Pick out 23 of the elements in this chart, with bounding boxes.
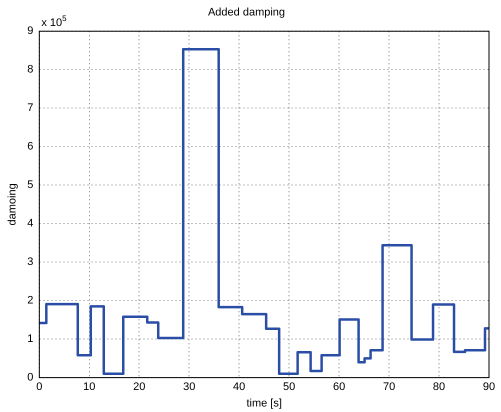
y-axis-title: damoing xyxy=(6,183,19,226)
chart-title: Added damping xyxy=(208,6,286,19)
x-tick-label: 40 xyxy=(233,381,246,394)
y-tick-label: 1 xyxy=(27,333,34,346)
y-tick-label: 5 xyxy=(27,179,34,192)
x-tick-label: 30 xyxy=(183,381,196,394)
x-tick-label: 90 xyxy=(482,381,496,394)
x-tick-label: 80 xyxy=(432,381,446,394)
y-tick-label: 2 xyxy=(27,294,34,307)
y-tick-label: 3 xyxy=(27,256,34,268)
x-tick-label: 20 xyxy=(133,381,146,394)
x-tick-label: 10 xyxy=(83,381,96,394)
x-tick-label: 60 xyxy=(332,381,346,394)
x-axis-title: time [s] xyxy=(246,397,282,410)
y-tick-label: 8 xyxy=(27,64,34,76)
x-tick-label: 70 xyxy=(382,381,396,394)
y-tick-label: 7 xyxy=(27,102,34,114)
y-tick-label: 6 xyxy=(27,140,34,153)
y-tick-label: 0 xyxy=(27,372,34,384)
x-tick-label: 0 xyxy=(36,381,42,394)
y-tick-label: 4 xyxy=(27,218,34,230)
x-tick-label: 50 xyxy=(283,381,296,394)
y-tick-label: 9 xyxy=(27,25,34,38)
